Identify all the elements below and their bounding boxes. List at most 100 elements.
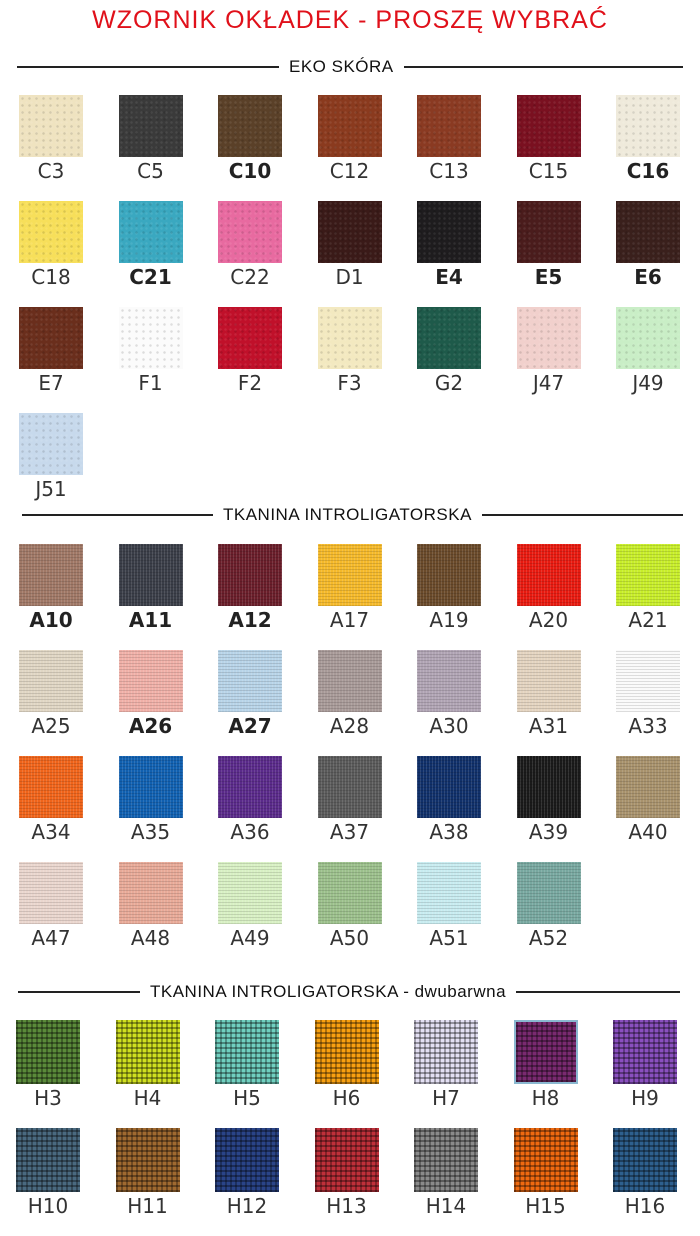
- swatch-color[interactable]: [317, 544, 382, 606]
- swatch-h11[interactable]: H11: [115, 1128, 216, 1236]
- swatch-color[interactable]: [118, 95, 183, 157]
- swatch-color[interactable]: [616, 307, 680, 369]
- swatch-c3[interactable]: C3: [19, 95, 119, 201]
- swatch-h3[interactable]: H3: [16, 1020, 116, 1128]
- swatch-a19[interactable]: A19: [417, 544, 517, 650]
- swatch-color[interactable]: [417, 544, 481, 606]
- swatch-color[interactable]: [317, 95, 382, 157]
- swatch-color[interactable]: [516, 650, 581, 712]
- swatch-j47[interactable]: J47: [516, 307, 617, 413]
- swatch-a36[interactable]: A36: [218, 756, 318, 862]
- swatch-color[interactable]: [19, 650, 83, 712]
- swatch-color[interactable]: [613, 1020, 677, 1084]
- swatch-color[interactable]: [118, 544, 183, 606]
- swatch-h16[interactable]: H16: [613, 1128, 700, 1236]
- swatch-a52[interactable]: A52: [516, 862, 617, 968]
- swatch-c15[interactable]: C15: [516, 95, 617, 201]
- swatch-f1[interactable]: F1: [118, 307, 219, 413]
- swatch-a50[interactable]: A50: [317, 862, 418, 968]
- swatch-color[interactable]: [218, 307, 282, 369]
- swatch-a33[interactable]: A33: [616, 650, 700, 756]
- swatch-a12[interactable]: A12: [218, 544, 318, 650]
- swatch-h10[interactable]: H10: [16, 1128, 116, 1236]
- swatch-color[interactable]: [19, 413, 83, 475]
- swatch-h8[interactable]: H8: [513, 1020, 614, 1128]
- swatch-h14[interactable]: H14: [414, 1128, 514, 1236]
- swatch-color[interactable]: [516, 201, 581, 263]
- swatch-h6[interactable]: H6: [314, 1020, 415, 1128]
- swatch-h5[interactable]: H5: [215, 1020, 315, 1128]
- swatch-j49[interactable]: J49: [616, 307, 700, 413]
- swatch-c10[interactable]: C10: [218, 95, 318, 201]
- swatch-c21[interactable]: C21: [118, 201, 219, 307]
- swatch-e4[interactable]: E4: [417, 201, 517, 307]
- swatch-color[interactable]: [16, 1128, 80, 1192]
- swatch-color[interactable]: [317, 650, 382, 712]
- swatch-color[interactable]: [417, 650, 481, 712]
- swatch-color[interactable]: [513, 1020, 578, 1084]
- swatch-color[interactable]: [19, 307, 83, 369]
- swatch-color[interactable]: [616, 544, 680, 606]
- swatch-a11[interactable]: A11: [118, 544, 219, 650]
- swatch-a39[interactable]: A39: [516, 756, 617, 862]
- swatch-color[interactable]: [516, 95, 581, 157]
- swatch-a31[interactable]: A31: [516, 650, 617, 756]
- swatch-a30[interactable]: A30: [417, 650, 517, 756]
- swatch-color[interactable]: [317, 862, 382, 924]
- swatch-h4[interactable]: H4: [115, 1020, 216, 1128]
- swatch-color[interactable]: [118, 201, 183, 263]
- swatch-color[interactable]: [516, 544, 581, 606]
- swatch-color[interactable]: [19, 862, 83, 924]
- swatch-color[interactable]: [115, 1020, 180, 1084]
- swatch-color[interactable]: [616, 756, 680, 818]
- swatch-color[interactable]: [218, 95, 282, 157]
- swatch-a34[interactable]: A34: [19, 756, 119, 862]
- swatch-color[interactable]: [218, 862, 282, 924]
- swatch-h9[interactable]: H9: [613, 1020, 700, 1128]
- swatch-color[interactable]: [513, 1128, 578, 1192]
- swatch-j51[interactable]: J51: [19, 413, 119, 519]
- swatch-color[interactable]: [317, 201, 382, 263]
- swatch-color[interactable]: [218, 201, 282, 263]
- swatch-color[interactable]: [516, 862, 581, 924]
- swatch-a28[interactable]: A28: [317, 650, 418, 756]
- swatch-color[interactable]: [616, 95, 680, 157]
- swatch-color[interactable]: [314, 1020, 379, 1084]
- swatch-color[interactable]: [616, 201, 680, 263]
- swatch-a38[interactable]: A38: [417, 756, 517, 862]
- swatch-color[interactable]: [19, 95, 83, 157]
- swatch-color[interactable]: [616, 650, 680, 712]
- swatch-color[interactable]: [417, 95, 481, 157]
- swatch-a17[interactable]: A17: [317, 544, 418, 650]
- swatch-color[interactable]: [19, 201, 83, 263]
- swatch-a21[interactable]: A21: [616, 544, 700, 650]
- swatch-color[interactable]: [218, 650, 282, 712]
- swatch-c16[interactable]: C16: [616, 95, 700, 201]
- swatch-f2[interactable]: F2: [218, 307, 318, 413]
- swatch-a47[interactable]: A47: [19, 862, 119, 968]
- swatch-a37[interactable]: A37: [317, 756, 418, 862]
- swatch-d1[interactable]: D1: [317, 201, 418, 307]
- swatch-color[interactable]: [218, 544, 282, 606]
- swatch-a25[interactable]: A25: [19, 650, 119, 756]
- swatch-color[interactable]: [16, 1020, 80, 1084]
- swatch-color[interactable]: [118, 650, 183, 712]
- swatch-color[interactable]: [115, 1128, 180, 1192]
- swatch-color[interactable]: [414, 1020, 478, 1084]
- swatch-color[interactable]: [218, 756, 282, 818]
- swatch-g2[interactable]: G2: [417, 307, 517, 413]
- swatch-e5[interactable]: E5: [516, 201, 617, 307]
- swatch-color[interactable]: [317, 307, 382, 369]
- swatch-h13[interactable]: H13: [314, 1128, 415, 1236]
- swatch-e6[interactable]: E6: [616, 201, 700, 307]
- swatch-color[interactable]: [516, 307, 581, 369]
- swatch-a10[interactable]: A10: [19, 544, 119, 650]
- swatch-f3[interactable]: F3: [317, 307, 418, 413]
- swatch-color[interactable]: [118, 307, 183, 369]
- swatch-color[interactable]: [314, 1128, 379, 1192]
- swatch-color[interactable]: [417, 862, 481, 924]
- swatch-a49[interactable]: A49: [218, 862, 318, 968]
- swatch-color[interactable]: [118, 862, 183, 924]
- swatch-c22[interactable]: C22: [218, 201, 318, 307]
- swatch-color[interactable]: [19, 544, 83, 606]
